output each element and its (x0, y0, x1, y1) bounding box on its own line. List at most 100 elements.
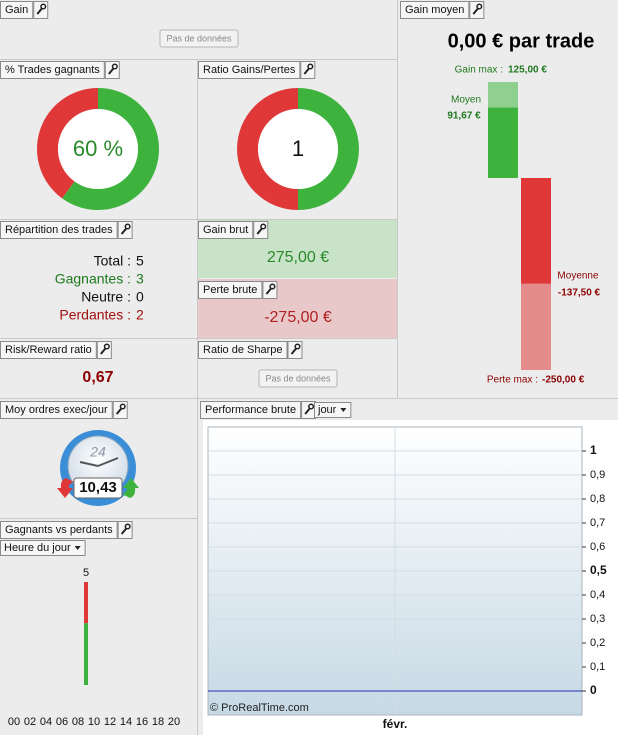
gauge-value: 10,43 (79, 479, 117, 496)
y-tick-label: 0,1 (590, 661, 605, 673)
wrench-icon (40, 3, 47, 10)
row-label: Gagnantes : (55, 271, 131, 287)
max-gain-value: 125,00 € (508, 65, 547, 76)
headline: 0,00 € par trade (448, 30, 595, 52)
panel-title: Ratio Gains/Pertes (203, 64, 296, 76)
wrench-icon (308, 403, 315, 410)
x-tick-label: 04 (40, 716, 52, 728)
wrench-icon (108, 67, 115, 75)
avg-gain-caption: Moyen (451, 95, 481, 106)
donut-center-label: 1 (292, 136, 304, 161)
row-label: Total : (94, 253, 131, 269)
wrench-icon (115, 407, 123, 415)
x-tick-label: 16 (136, 716, 148, 728)
y-tick-label: 0 (590, 683, 597, 697)
y-tick-label: 0,8 (590, 493, 605, 505)
wrench-icon (100, 347, 107, 355)
y-tick-label: 0,9 (590, 469, 605, 481)
dropdown-arrow (340, 408, 347, 412)
donut-hole (58, 109, 138, 189)
avg-bar (521, 178, 551, 284)
wrench-icon (111, 63, 118, 70)
title-tab (0, 401, 113, 419)
title-tab (0, 221, 118, 239)
panel-title: Moy ordres exec/jour (5, 404, 108, 416)
row-value: 2 (136, 307, 144, 323)
y-tick-label: 0,2 (590, 637, 605, 649)
y-tick-label: 0,4 (590, 589, 605, 601)
title-tab (198, 281, 263, 299)
wrench-icon (120, 227, 128, 235)
row-label: Neutre : (81, 289, 131, 305)
no-data-label: Pas de données (265, 373, 331, 383)
total-label: 5 (83, 567, 89, 579)
wrench-icon (124, 523, 131, 530)
wrench-icon (260, 223, 267, 230)
x-tick-label: 02 (24, 716, 36, 728)
x-tick-label: 14 (120, 716, 132, 728)
selector-label: Heure du jour (4, 542, 71, 554)
selector[interactable] (0, 540, 86, 556)
wrench-icon (256, 227, 264, 235)
wrench-icon (103, 343, 110, 350)
selector[interactable] (314, 402, 352, 418)
donut-slice (37, 88, 98, 199)
wrench-icon (307, 63, 314, 70)
x-tick-label: févr. (383, 717, 408, 731)
wrench-icon (119, 403, 126, 410)
wrench-icon (290, 347, 298, 355)
y-tick-label: 0,7 (590, 517, 605, 529)
row-label: Perdantes : (59, 307, 131, 323)
panel-title: Gagnants vs perdants (5, 524, 113, 536)
gross-gain-value: 275,00 € (267, 249, 329, 266)
wrench-icon (124, 223, 131, 230)
title-tab (0, 341, 97, 359)
no-data-button (258, 369, 338, 388)
y-tick-label: 0,3 (590, 613, 605, 625)
title-tab (0, 1, 34, 19)
title-tab (0, 521, 118, 539)
wrench-icon (265, 287, 273, 295)
panel-title: Ratio de Sharpe (203, 344, 283, 356)
wrench-icon (476, 3, 483, 10)
no-data-label: Pas de données (166, 33, 232, 43)
row-value: 3 (136, 271, 144, 287)
title-tab (198, 341, 288, 359)
wrench-icon (120, 527, 128, 535)
x-tick-label: 20 (168, 716, 180, 728)
selector-label: jour (317, 404, 337, 416)
x-tick-label: 18 (152, 716, 164, 728)
panel-title: Perte brute (203, 284, 257, 296)
wrench-icon (304, 407, 311, 415)
wrench-icon (269, 283, 276, 290)
row-value: 5 (136, 253, 144, 269)
max-loss-caption: Perte max : (487, 375, 538, 386)
title-tab (400, 1, 470, 19)
gauge-hand (97, 457, 119, 467)
gauge-dial-label: 24 (89, 444, 106, 460)
title-tab (200, 401, 302, 419)
y-tick-label: 0,6 (590, 541, 605, 553)
arrow-up (122, 478, 139, 498)
wrench-icon (294, 343, 301, 350)
losing-bar (84, 582, 88, 624)
max-gain-caption: Gain max : (455, 65, 503, 76)
title-tab (0, 61, 105, 79)
donut-hole (258, 109, 338, 189)
donut-center-label: 60 % (73, 136, 123, 161)
dropdown-arrow (74, 546, 81, 550)
panel-title: % Trades gagnants (5, 64, 100, 76)
arrow-down (57, 478, 74, 498)
max-loss-value: -250,00 € (542, 375, 585, 386)
avg-bar (488, 107, 518, 178)
avg-loss-caption: Moyenne (557, 271, 599, 282)
x-tick-label: 08 (72, 716, 84, 728)
panel-title: Gain brut (203, 224, 248, 236)
wrench-icon (472, 7, 480, 15)
panel-title: Gain moyen (405, 4, 464, 16)
x-tick-label: 00 (8, 716, 20, 728)
no-data-button (159, 29, 239, 48)
donut-slice (62, 88, 160, 211)
x-tick-label: 06 (56, 716, 68, 728)
